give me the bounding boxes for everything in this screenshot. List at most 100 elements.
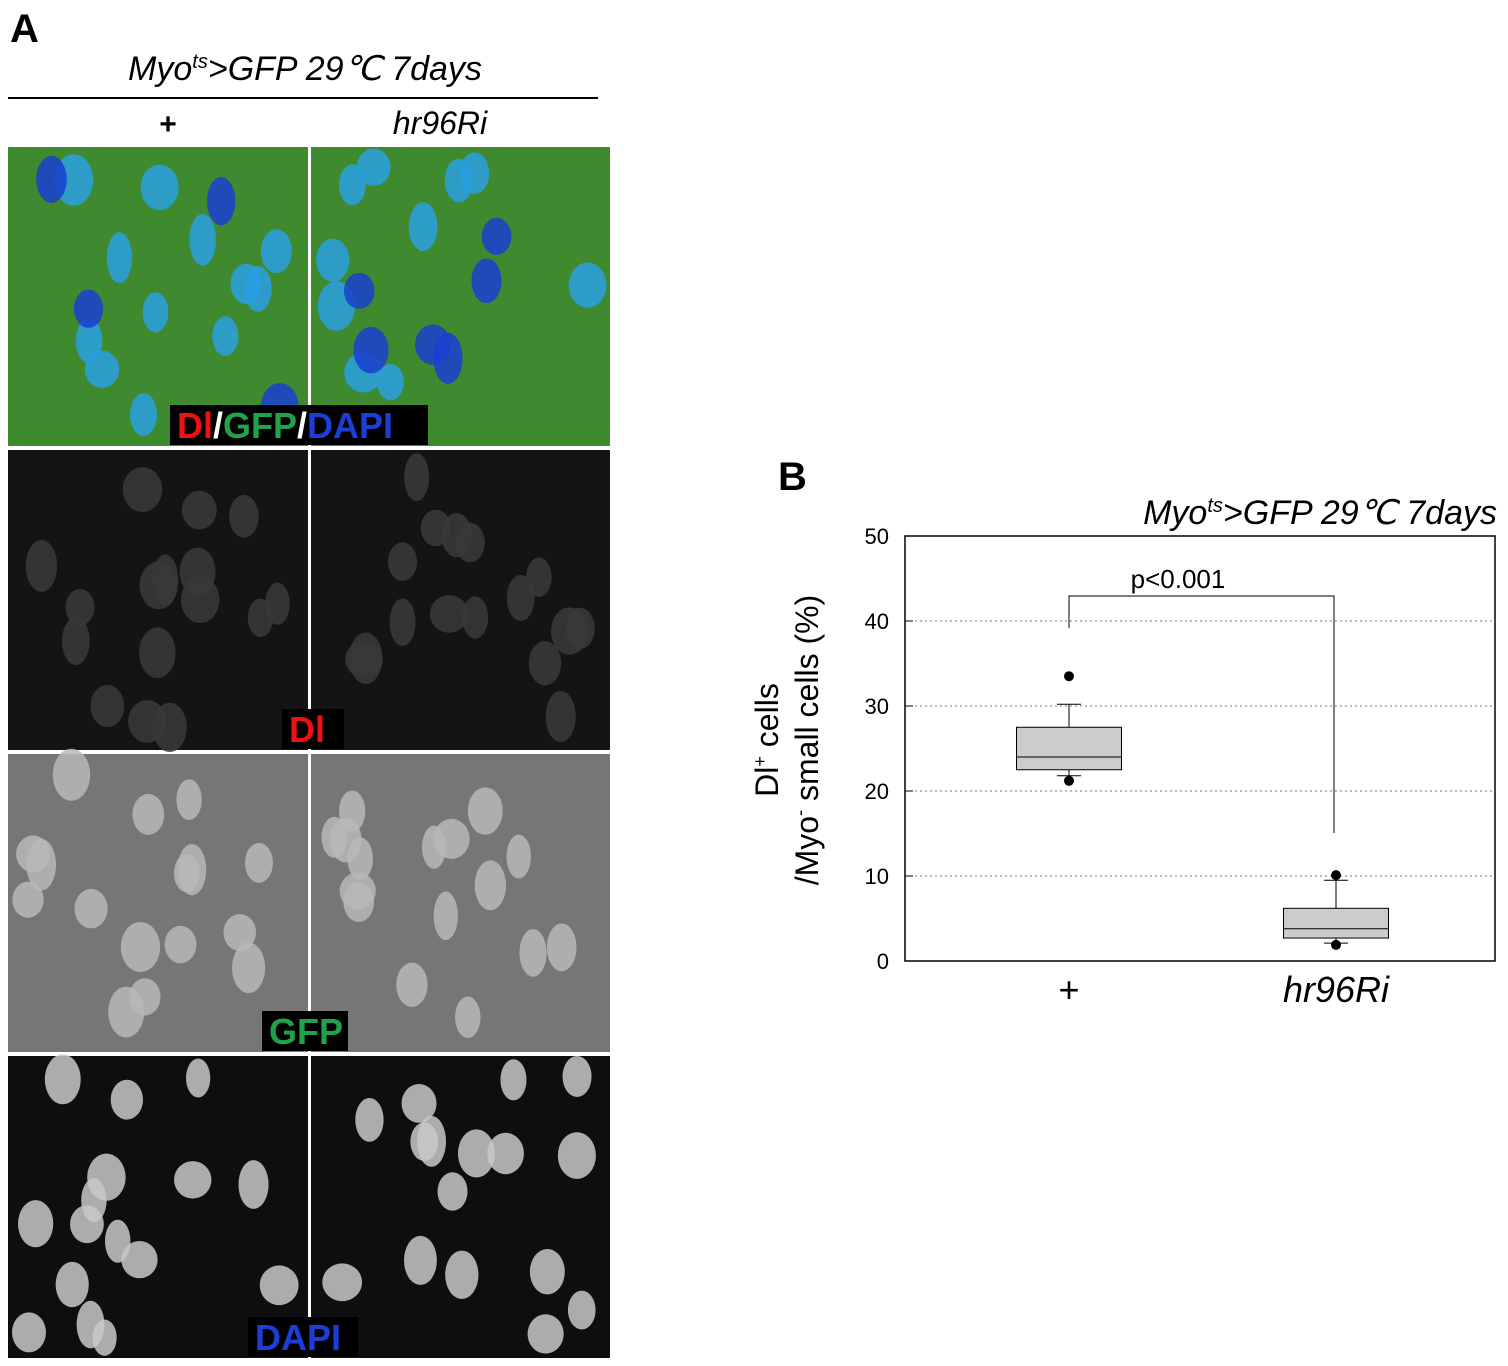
nucleus	[433, 332, 463, 384]
nucleus	[140, 164, 179, 211]
nucleus	[404, 453, 430, 502]
nucleus	[179, 547, 216, 597]
text-part: >GFP 29℃ 7days	[1223, 494, 1497, 532]
channel-name: DAPI	[255, 1317, 341, 1358]
nucleus	[238, 1160, 269, 1209]
channel-label-box	[248, 1317, 358, 1357]
annotation: p<0.001	[1131, 564, 1226, 594]
nucleus	[176, 779, 202, 821]
y-tick-label: 40	[865, 609, 889, 634]
channel-name: GFP	[269, 1011, 343, 1052]
nucleus	[444, 158, 474, 203]
nucleus	[421, 825, 446, 869]
nucleus	[396, 962, 428, 1007]
nucleus	[259, 1265, 299, 1306]
nucleus	[139, 561, 178, 610]
nucleus	[177, 844, 207, 896]
nucleus	[186, 1058, 211, 1098]
nucleus	[132, 793, 165, 835]
nucleus	[403, 1235, 437, 1285]
nucleus	[44, 1054, 81, 1105]
channel-name: /	[297, 405, 307, 446]
nucleus	[565, 607, 595, 650]
y-tick-label: 10	[865, 864, 889, 889]
nucleus	[181, 490, 217, 530]
nucleus	[401, 1084, 437, 1123]
channel-label-box	[170, 405, 428, 445]
nucleus	[445, 1250, 479, 1299]
nucleus	[52, 748, 91, 801]
y-tick-label: 0	[877, 949, 889, 974]
nucleus	[339, 872, 376, 910]
text-part: Myo	[128, 50, 192, 88]
nucleus	[429, 595, 469, 633]
channel-name: DAPI	[307, 405, 393, 446]
nucleus	[25, 540, 58, 592]
chart-title: Myots>GFP 29℃ 7days	[1143, 494, 1497, 532]
nucleus	[528, 641, 562, 686]
y-tick-label: 50	[865, 524, 889, 549]
plot-frame	[904, 535, 1496, 962]
channel-name: Dl	[177, 405, 213, 446]
y-label-line: Dl+ cells	[749, 683, 785, 797]
nucleus	[73, 289, 104, 328]
nucleus	[546, 923, 577, 972]
nucleus	[11, 1312, 46, 1353]
column-label: +	[159, 108, 177, 141]
nucleus	[65, 589, 95, 626]
outlier	[1064, 775, 1074, 786]
nucleus	[75, 318, 103, 364]
superscript: -	[790, 810, 810, 816]
y-label-line: /Myo- small cells (%)	[789, 595, 825, 885]
nucleus	[139, 627, 176, 679]
nucleus	[129, 393, 158, 436]
y-tick-label: 30	[865, 694, 889, 719]
text-part: >GFP 29℃ 7days	[208, 50, 482, 88]
nucleus	[12, 881, 44, 918]
nucleus	[106, 232, 133, 284]
nucleus	[410, 1122, 439, 1161]
channel-label: Dl/GFP/DAPI	[177, 405, 393, 446]
nucleus	[355, 1097, 384, 1142]
nucleus	[457, 1129, 495, 1178]
nucleus	[462, 596, 489, 639]
nucleus	[55, 1261, 89, 1308]
box	[1283, 907, 1389, 939]
box	[1016, 726, 1122, 771]
superscript: +	[750, 756, 770, 767]
nucleus	[387, 542, 418, 581]
nucleus	[129, 978, 161, 1016]
nucleus	[481, 217, 512, 256]
nucleus	[529, 1249, 565, 1295]
superscript: ts	[1207, 495, 1223, 517]
nucleus	[260, 229, 292, 274]
nucleus	[500, 1059, 527, 1101]
nucleus	[16, 835, 50, 873]
panel-label: B	[778, 455, 807, 499]
nucleus	[244, 842, 273, 883]
nucleus	[347, 837, 374, 880]
nucleus	[120, 922, 161, 972]
nucleus	[562, 1055, 592, 1097]
channel-label: DAPI	[255, 1317, 341, 1358]
nucleus	[455, 996, 481, 1039]
column-label: hr96Ri	[393, 105, 488, 141]
nucleus	[81, 1178, 107, 1223]
nucleus	[408, 202, 438, 251]
nucleus	[17, 1200, 54, 1248]
nucleus	[322, 1263, 363, 1302]
channel-label-box	[262, 1011, 348, 1051]
nucleus	[74, 888, 108, 929]
nucleus	[526, 557, 552, 597]
nucleus	[247, 598, 274, 638]
y-tick-label: 20	[865, 779, 889, 804]
nucleus	[122, 467, 163, 513]
nucleus	[455, 522, 485, 563]
nucleus	[174, 1161, 212, 1199]
nucleus	[189, 213, 217, 266]
superscript: ts	[192, 51, 208, 73]
nucleus	[104, 1219, 131, 1263]
nucleus	[557, 1132, 596, 1179]
nucleus	[338, 164, 366, 206]
